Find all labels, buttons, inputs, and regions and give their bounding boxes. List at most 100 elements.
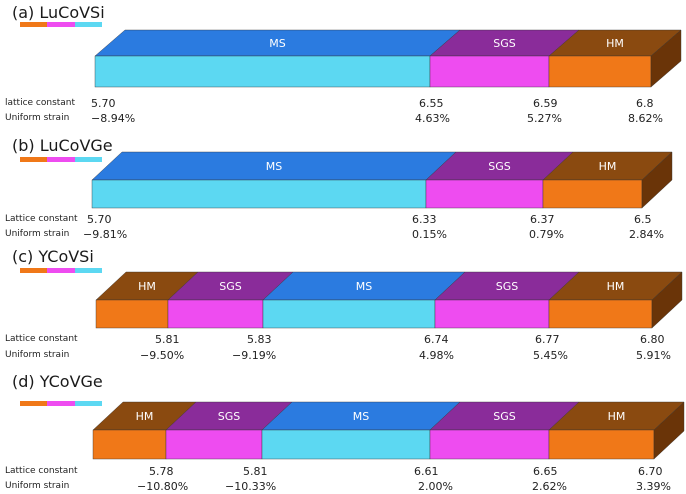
bar-segment-front <box>434 299 550 329</box>
bar-segment-label: SGS <box>488 160 511 173</box>
bar-end-side <box>650 29 682 88</box>
panel-a-strain-value: 5.27% <box>527 112 562 125</box>
panel-a-strain-value: 4.63% <box>415 112 450 125</box>
panel-b-title: (b) LuCoVGe <box>12 136 113 155</box>
panel-c-strain-value: 5.91% <box>636 349 671 362</box>
panel-b-lattice-value: 5.70 <box>87 213 112 226</box>
bar-end-side <box>641 151 673 209</box>
bar-segment-label: HM <box>607 280 625 293</box>
bar-segment-label: MS <box>353 410 369 423</box>
bar-segment-label: SGS <box>496 280 519 293</box>
panel-a-lattice-value: 6.59 <box>533 97 558 110</box>
bar-segment-front <box>167 299 264 329</box>
panel-c-strain-label: Uniform strain <box>5 350 70 360</box>
panel-b-strain-value: 2.84% <box>629 228 664 241</box>
panel-d-strain-value: −10.80% <box>137 480 189 493</box>
panel-b-strain-value: 0.79% <box>529 228 564 241</box>
bar-segment-label: HM <box>606 37 624 50</box>
panel-c-lattice-value: 5.83 <box>247 333 272 346</box>
panel-b-lattice-value: 6.37 <box>530 213 555 226</box>
bar-segment-label: SGS <box>493 37 516 50</box>
legend-ms-swatch <box>74 157 102 162</box>
bar-segment-front <box>425 179 544 209</box>
panel-a-strain-label: Uniform strain <box>5 113 70 123</box>
panel-c-lattice-label: Lattice constant <box>5 334 78 344</box>
bar-segment-front <box>95 299 169 329</box>
legend-ms-swatch <box>74 22 102 27</box>
panel-a-title: (a) LuCoVSi <box>12 3 105 22</box>
panel-d-strain-value: −10.33% <box>225 480 277 493</box>
bar-segment-label: SGS <box>493 410 516 423</box>
bar-segment-front <box>548 299 653 329</box>
bar-segment-label: HM <box>138 280 156 293</box>
bar-end-side <box>651 271 683 329</box>
panel-a-strain-value: −8.94% <box>91 112 136 125</box>
panel-b-lattice-label: Lattice constant <box>5 214 78 224</box>
panel-b-strain-value: −9.81% <box>83 228 128 241</box>
bar-segment-label: MS <box>266 160 282 173</box>
panel-c-lattice-value: 6.80 <box>640 333 665 346</box>
bar-segment-label: HM <box>599 160 617 173</box>
panel-c-strain-value: −9.50% <box>140 349 185 362</box>
bar-segment-label: HM <box>136 410 154 423</box>
panel-b-lattice-value: 6.5 <box>634 213 652 226</box>
bar-segment-front <box>548 55 652 88</box>
panel-d-lattice-value: 5.81 <box>243 465 268 478</box>
panel-d-lattice-label: Lattice constant <box>5 466 78 476</box>
panel-c-legend <box>20 268 102 273</box>
panel-d-lattice-value: 6.65 <box>533 465 558 478</box>
panel-c-title: (c) YCoVSi <box>12 247 94 266</box>
bar-end-side <box>653 401 685 460</box>
panel-a-strain-value: 8.62% <box>628 112 663 125</box>
bar-segment-front <box>92 429 167 460</box>
legend-ms-swatch <box>74 401 102 406</box>
panel-a-lattice-value: 6.8 <box>636 97 654 110</box>
panel-a-legend <box>20 22 102 27</box>
panel-b-legend <box>20 157 102 162</box>
panel-c-lattice-value: 6.77 <box>535 333 560 346</box>
bar-segment-front <box>91 179 427 209</box>
panel-d-strain-label: Uniform strain <box>5 481 70 491</box>
panel-d-lattice-value: 6.70 <box>638 465 663 478</box>
panel-b-lattice-value: 6.33 <box>412 213 437 226</box>
panel-d-strain-value: 2.62% <box>532 480 567 493</box>
panel-d-strain-value: 3.39% <box>636 480 671 493</box>
legend-ms-swatch <box>74 268 102 273</box>
legend-sgs-swatch <box>47 401 75 406</box>
legend-sgs-swatch <box>47 268 75 273</box>
panel-a-lattice-value: 6.55 <box>419 97 444 110</box>
legend-hm-swatch <box>20 22 48 27</box>
panel-d-lattice-value: 6.61 <box>414 465 439 478</box>
bar-segment-label: MS <box>356 280 372 293</box>
panel-c-strain-value: −9.19% <box>232 349 277 362</box>
bar-segment-front <box>262 299 436 329</box>
panel-b-strain-label: Uniform strain <box>5 229 70 239</box>
panel-d-legend <box>20 401 102 406</box>
legend-sgs-swatch <box>47 22 75 27</box>
bar-segment-label: MS <box>269 37 285 50</box>
bar-segment-front <box>429 429 550 460</box>
panel-c-lattice-value: 6.74 <box>424 333 449 346</box>
bar-segment-front <box>165 429 263 460</box>
bar-segment-front <box>94 55 431 88</box>
legend-hm-swatch <box>20 157 48 162</box>
panel-a-lattice-value: 5.70 <box>91 97 116 110</box>
bar-segment-front <box>429 55 550 88</box>
panel-a-lattice-label: lattice constant <box>5 98 76 108</box>
bar-segment-front <box>548 429 655 460</box>
legend-hm-swatch <box>20 401 48 406</box>
panel-c-strain-value: 4.98% <box>419 349 454 362</box>
bar-segment-label: SGS <box>218 410 241 423</box>
legend-hm-swatch <box>20 268 48 273</box>
bar-segment-label: SGS <box>219 280 242 293</box>
panel-b-strain-value: 0.15% <box>412 228 447 241</box>
panel-c-lattice-value: 5.81 <box>155 333 180 346</box>
panel-d-lattice-value: 5.78 <box>149 465 174 478</box>
bar-segment-front <box>542 179 643 209</box>
panel-c-strain-value: 5.45% <box>533 349 568 362</box>
panel-d-title: (d) YCoVGe <box>12 372 103 391</box>
panel-d-strain-value: 2.00% <box>418 480 453 493</box>
legend-sgs-swatch <box>47 157 75 162</box>
bar-segment-label: HM <box>608 410 626 423</box>
